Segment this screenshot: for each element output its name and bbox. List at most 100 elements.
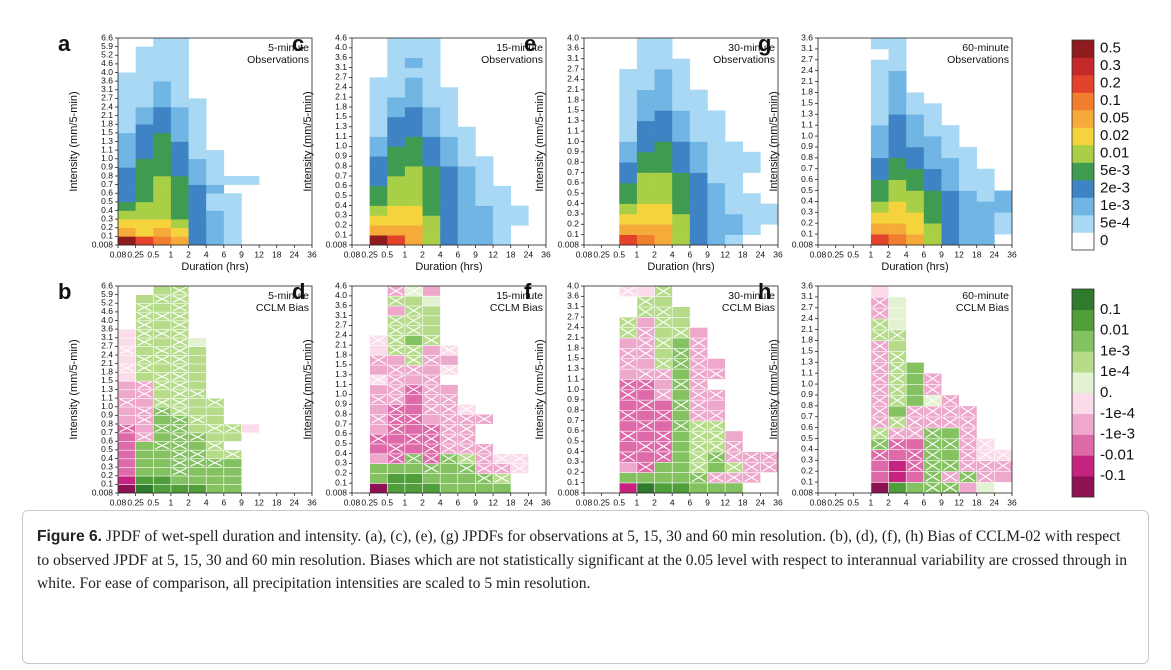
x-tick-label: 0.5	[381, 497, 393, 507]
not-significant-cross	[890, 395, 905, 406]
heat-cell	[439, 354, 459, 366]
not-significant-cross	[137, 381, 152, 389]
heat-cell	[707, 141, 726, 153]
heat-cell	[135, 236, 154, 246]
colorbar-label: 0.02	[1100, 127, 1129, 144]
not-significant-cross	[925, 460, 940, 471]
heat-cell	[636, 48, 655, 59]
heat-cell	[404, 225, 423, 236]
not-significant-cross	[872, 439, 887, 449]
not-significant-cross	[119, 364, 134, 372]
heat-cell	[654, 461, 673, 473]
heat-cell	[135, 449, 154, 460]
heat-cell	[724, 482, 744, 494]
x-tick-label: 36	[307, 249, 317, 259]
heat-cell	[369, 195, 388, 206]
heat-cell	[976, 190, 995, 202]
colorbar-label: -1e-3	[1100, 426, 1135, 443]
heat-cell	[941, 427, 960, 440]
y-tick-label: 5.2	[101, 50, 113, 60]
not-significant-cross	[137, 364, 152, 372]
not-significant-cross	[709, 452, 724, 462]
heat-cell	[941, 223, 960, 235]
heat-cell	[387, 225, 406, 236]
heat-cell	[117, 389, 137, 399]
heat-cell	[870, 59, 889, 71]
y-tick-label: 1.3	[335, 121, 347, 131]
y-tick-label: 0.008	[326, 487, 348, 497]
heat-cell	[152, 337, 172, 347]
colorbar-label: 5e-3	[1100, 162, 1130, 179]
heat-cell	[654, 224, 673, 235]
not-significant-cross	[872, 297, 887, 308]
heat-cell	[457, 195, 476, 206]
heat-cell	[707, 151, 726, 163]
heat-cell	[117, 337, 137, 347]
heat-cell	[118, 227, 136, 237]
y-tick-label: 2.4	[567, 74, 579, 84]
heat-cell	[475, 205, 494, 216]
heat-cell	[619, 162, 638, 173]
heat-cell	[636, 213, 655, 225]
y-tick-label: 0.6	[567, 177, 579, 187]
not-significant-cross	[673, 327, 689, 338]
not-significant-cross	[172, 372, 187, 381]
colorbar-frame	[1071, 288, 1095, 498]
heat-cell	[152, 449, 172, 460]
heat-cell	[888, 318, 907, 331]
y-tick-label: 0.6	[801, 174, 813, 184]
heat-cell	[118, 98, 136, 108]
heat-cell	[386, 354, 406, 366]
not-significant-cross	[371, 375, 386, 385]
heat-cell	[206, 176, 225, 185]
heat-cell	[888, 136, 907, 148]
heat-cell	[707, 482, 726, 494]
heat-cell	[422, 215, 441, 226]
not-significant-cross	[638, 421, 653, 431]
heat-cell	[135, 193, 154, 203]
heat-cell	[654, 89, 673, 101]
heat-cell	[369, 235, 388, 246]
not-significant-cross	[155, 381, 170, 389]
heat-cell	[387, 47, 406, 59]
plot-frame	[351, 37, 547, 246]
not-significant-cross	[388, 385, 404, 394]
heat-cell	[689, 110, 708, 122]
heat-cell	[906, 190, 925, 202]
colorbar-box	[1072, 289, 1094, 311]
heat-cell	[387, 38, 406, 49]
not-significant-cross	[638, 338, 653, 348]
y-tick-label: 1.0	[101, 401, 113, 411]
heat-cell	[707, 182, 726, 194]
y-tick-label: 4.0	[101, 315, 113, 325]
y-tick-label: 3.6	[567, 43, 579, 53]
heat-cell	[923, 125, 942, 137]
y-tick-label: 0.4	[335, 200, 347, 210]
heat-cell	[457, 176, 476, 187]
heat-cell	[153, 193, 172, 203]
heat-cell	[369, 166, 388, 177]
heat-cell	[707, 131, 726, 142]
heat-cell	[619, 141, 638, 153]
y-tick-label: 1.5	[567, 105, 579, 115]
heat-cell	[905, 383, 925, 396]
not-significant-cross	[137, 312, 152, 320]
colorbar-box	[1072, 455, 1094, 477]
heat-cell	[188, 176, 207, 185]
heat-cell	[619, 172, 638, 184]
y-tick-label: 0.1	[335, 477, 347, 487]
y-tick-label: 0.008	[558, 239, 580, 249]
heat-cell	[135, 150, 154, 160]
not-significant-cross	[907, 406, 923, 417]
not-significant-cross	[424, 454, 439, 463]
not-significant-cross	[709, 369, 724, 379]
heat-cell	[725, 193, 744, 204]
heat-cell	[118, 72, 136, 82]
heat-cell	[672, 224, 691, 235]
heat-cell	[223, 176, 242, 185]
heat-cell	[742, 162, 761, 173]
x-tick-label: 18	[972, 497, 982, 507]
heat-cell	[135, 466, 154, 477]
y-tick-label: 1.0	[801, 378, 813, 388]
x-tick-label: 0.5	[147, 249, 159, 259]
